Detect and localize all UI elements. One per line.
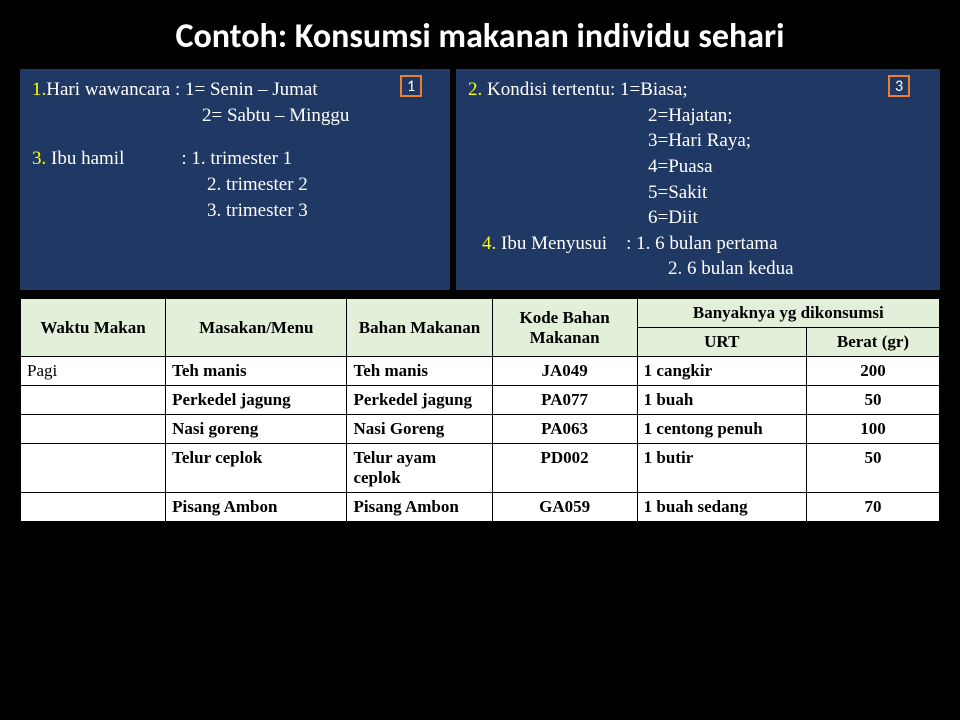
info-panel: 1 1.Hari wawancara : 1= Senin – Jumat 2=… xyxy=(20,69,940,290)
th-berat: Berat (gr) xyxy=(806,328,939,357)
th-banyak: Banyaknya yg dikonsumsi xyxy=(637,299,939,328)
badge-left: 1 xyxy=(400,75,422,97)
cell-menu: Pisang Ambon xyxy=(166,493,347,522)
cell-menu: Teh manis xyxy=(166,357,347,386)
cell-urt: 1 cangkir xyxy=(637,357,806,386)
badge-right: 3 xyxy=(888,75,910,97)
food-table: Waktu Makan Masakan/Menu Bahan Makanan K… xyxy=(20,298,940,522)
table-body: PagiTeh manisTeh manisJA0491 cangkir200P… xyxy=(21,357,940,522)
info-right-line3: 3=Hari Raya; xyxy=(468,128,928,154)
info-right-line4: 4=Puasa xyxy=(468,154,928,180)
table-row: Pisang AmbonPisang AmbonGA0591 buah seda… xyxy=(21,493,940,522)
cell-berat: 200 xyxy=(806,357,939,386)
cell-menu: Telur ceplok xyxy=(166,444,347,493)
cell-kode: JA049 xyxy=(492,357,637,386)
cell-berat: 70 xyxy=(806,493,939,522)
cell-berat: 50 xyxy=(806,386,939,415)
cell-waktu xyxy=(21,444,166,493)
info-left: 1 1.Hari wawancara : 1= Senin – Jumat 2=… xyxy=(20,69,450,290)
cell-bahan: Pisang Ambon xyxy=(347,493,492,522)
cell-menu: Nasi goreng xyxy=(166,415,347,444)
cell-bahan: Nasi Goreng xyxy=(347,415,492,444)
table-row: Perkedel jagungPerkedel jagungPA0771 bua… xyxy=(21,386,940,415)
cell-kode: PA077 xyxy=(492,386,637,415)
cell-kode: PD002 xyxy=(492,444,637,493)
th-bahan: Bahan Makanan xyxy=(347,299,492,357)
info-right-line2: 2=Hajatan; xyxy=(468,103,928,129)
info-left-line5: 3. trimester 3 xyxy=(32,198,438,224)
info-left-line2: 2= Sabtu – Minggu xyxy=(32,103,438,129)
th-kode: Kode Bahan Makanan xyxy=(492,299,637,357)
info-left-line3: 3. Ibu hamil : 1. trimester 1 xyxy=(32,146,438,172)
table-row: Nasi gorengNasi GorengPA0631 centong pen… xyxy=(21,415,940,444)
table-row: PagiTeh manisTeh manisJA0491 cangkir200 xyxy=(21,357,940,386)
cell-berat: 50 xyxy=(806,444,939,493)
info-left-line1: 1.Hari wawancara : 1= Senin – Jumat xyxy=(32,77,438,103)
th-urt: URT xyxy=(637,328,806,357)
th-menu: Masakan/Menu xyxy=(166,299,347,357)
cell-bahan: Perkedel jagung xyxy=(347,386,492,415)
info-right-line6: 6=Diit xyxy=(468,205,928,231)
cell-waktu: Pagi xyxy=(21,357,166,386)
th-waktu: Waktu Makan xyxy=(21,299,166,357)
info-right-line1: 2. Kondisi tertentu: 1=Biasa; xyxy=(468,77,928,103)
info-right-line5: 5=Sakit xyxy=(468,180,928,206)
cell-menu: Perkedel jagung xyxy=(166,386,347,415)
table-header-row: Waktu Makan Masakan/Menu Bahan Makanan K… xyxy=(21,299,940,328)
cell-bahan: Teh manis xyxy=(347,357,492,386)
page-title: Contoh: Konsumsi makanan individu sehari xyxy=(20,16,940,57)
cell-waktu xyxy=(21,415,166,444)
cell-bahan: Telur ayam ceplok xyxy=(347,444,492,493)
info-right-line7: 4. Ibu Menyusui : 1. 6 bulan pertama xyxy=(468,231,928,257)
cell-waktu xyxy=(21,493,166,522)
slide: Contoh: Konsumsi makanan individu sehari… xyxy=(0,0,960,522)
cell-kode: GA059 xyxy=(492,493,637,522)
cell-urt: 1 buah sedang xyxy=(637,493,806,522)
cell-waktu xyxy=(21,386,166,415)
info-right-line8: 2. 6 bulan kedua xyxy=(468,256,928,282)
cell-urt: 1 buah xyxy=(637,386,806,415)
cell-kode: PA063 xyxy=(492,415,637,444)
info-right: 3 2. Kondisi tertentu: 1=Biasa; 2=Hajata… xyxy=(456,69,940,290)
cell-urt: 1 butir xyxy=(637,444,806,493)
cell-urt: 1 centong penuh xyxy=(637,415,806,444)
info-left-line4: 2. trimester 2 xyxy=(32,172,438,198)
table-row: Telur ceplokTelur ayam ceplokPD0021 buti… xyxy=(21,444,940,493)
cell-berat: 100 xyxy=(806,415,939,444)
